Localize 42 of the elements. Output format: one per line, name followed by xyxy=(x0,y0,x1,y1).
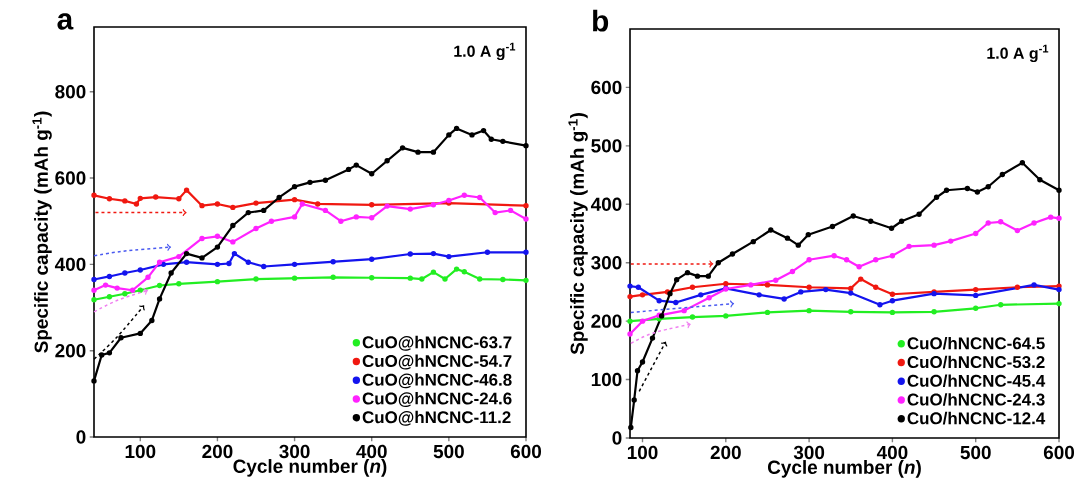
annotation: 1.0 A g$^{-1}$ xyxy=(454,42,516,61)
legend-label: CuO@hNCNC-54.7 xyxy=(362,354,512,370)
x-tick-label: 200 xyxy=(710,445,741,460)
x-axis-title: Cycle number (n) xyxy=(767,460,921,478)
y-tick-label: 0 xyxy=(612,431,622,445)
legend-label: CuO/hNCNC-53.2 xyxy=(907,355,1045,369)
y-tick-label: 600 xyxy=(55,171,86,185)
y-tick-label: 500 xyxy=(591,139,622,153)
y-tick-label: 200 xyxy=(55,343,86,358)
y-tick-label: 300 xyxy=(591,256,622,270)
y-axis-title: Specific capacity (mAh g$^{-1}$) xyxy=(568,113,588,355)
legend-label: CuO/hNCNC-24.3 xyxy=(907,393,1045,406)
x-tick-label: 100 xyxy=(125,444,156,459)
x-tick-label: 500 xyxy=(960,445,991,460)
x-axis-title: Cycle number (n) xyxy=(233,459,387,477)
y-tick-label: 0 xyxy=(76,430,86,444)
legend-label: CuO@hNCNC-46.8 xyxy=(362,373,512,389)
chart-title: b xyxy=(593,9,609,32)
x-tick-label: 300 xyxy=(279,444,310,459)
x-tick-label: 100 xyxy=(627,445,658,460)
legend-label: CuO/hNCNC-12.4 xyxy=(907,411,1046,425)
x-tick-label: 400 xyxy=(356,444,387,459)
chart-title: a xyxy=(57,13,74,30)
y-tick-label: 200 xyxy=(591,314,622,328)
x-tick-label: 200 xyxy=(202,444,233,459)
y-tick-label: 400 xyxy=(54,257,86,272)
x-tick-label: 600 xyxy=(1043,445,1075,460)
annotation: 1.0 A g$^{-1}$ xyxy=(987,44,1049,63)
x-tick-label: 500 xyxy=(433,444,464,459)
legend-label: CuO/hNCNC-64.5 xyxy=(907,336,1045,350)
legend-label: CuO@hNCNC-11.2 xyxy=(362,410,511,426)
y-tick-label: 800 xyxy=(55,85,86,99)
y-axis-title: Specific capacity (mAh g$^{-1}$) xyxy=(32,111,52,353)
x-tick-label: 300 xyxy=(793,445,825,460)
y-tick-label: 600 xyxy=(591,80,622,95)
legend-label: CuO/hNCNC-45.4 xyxy=(907,374,1046,387)
x-tick-label: 400 xyxy=(876,445,908,460)
x-tick-label: 600 xyxy=(510,444,542,459)
y-tick-label: 100 xyxy=(591,372,622,387)
y-tick-label: 400 xyxy=(590,197,622,211)
legend-label: CuO@hNCNC-24.6 xyxy=(362,392,512,408)
legend-label: CuO@hNCNC-63.7 xyxy=(362,335,512,351)
